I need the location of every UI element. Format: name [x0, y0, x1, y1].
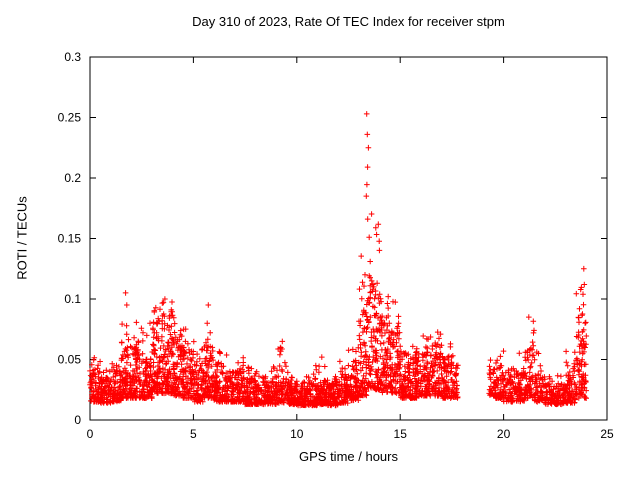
x-tick-label: 0	[87, 427, 94, 441]
x-tick-label: 25	[600, 427, 614, 441]
chart-title: Day 310 of 2023, Rate Of TEC Index for r…	[192, 14, 505, 29]
y-axis-label: ROTI / TECUs	[14, 196, 30, 280]
data-points	[87, 111, 590, 409]
y-tick-label: 0	[74, 413, 81, 427]
y-tick-label: 0.2	[64, 171, 81, 185]
y-tick-label: 0.3	[64, 50, 81, 64]
x-tick-label: 5	[190, 427, 197, 441]
x-tick-label: 10	[290, 427, 304, 441]
y-tick-label: 0.15	[58, 232, 82, 246]
x-axis-label: GPS time / hours	[299, 449, 398, 464]
y-tick-label: 0.05	[58, 353, 82, 367]
y-tick-label: 0.25	[58, 111, 82, 125]
plot-border	[89, 56, 608, 421]
x-tick-label: 15	[394, 427, 408, 441]
y-tick-label: 0.1	[64, 292, 81, 306]
x-tick-label: 20	[497, 427, 511, 441]
